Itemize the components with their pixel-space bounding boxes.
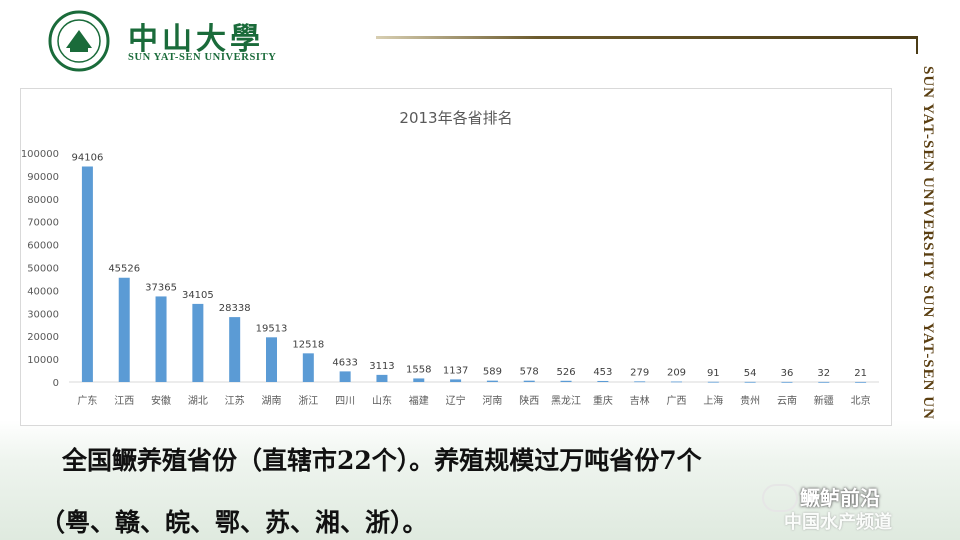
- x-tick-label: 云南: [777, 394, 797, 407]
- university-seal-icon: [48, 10, 110, 72]
- caption-line-2: （粤、赣、皖、鄂、苏、湘、浙）。: [40, 508, 428, 537]
- bar-云南: [781, 381, 793, 383]
- x-tick-label: 广东: [77, 394, 97, 407]
- bar-陕西: [523, 380, 535, 382]
- bar-上海: [707, 381, 719, 383]
- y-tick-label: 70000: [27, 218, 59, 229]
- x-tick-label: 河南: [482, 394, 502, 407]
- data-label: 54: [744, 368, 757, 379]
- x-tick-label: 陕西: [519, 394, 539, 407]
- data-label: 37365: [145, 282, 177, 293]
- university-subtitle: SUN YAT-SEN UNIVERSITY: [128, 52, 277, 63]
- y-tick-label: 40000: [27, 286, 59, 297]
- data-label: 209: [667, 368, 686, 379]
- data-label: 21: [854, 368, 867, 379]
- data-label: 279: [630, 367, 649, 378]
- university-name: 中山大學: [128, 22, 264, 57]
- bar-贵州: [744, 381, 756, 383]
- data-label: 34105: [182, 290, 214, 301]
- chart-panel: 2013年各省排名 0 10000 20000 30000 40000 50000 60000…: [20, 88, 892, 426]
- x-tick-label: 新疆: [814, 394, 834, 407]
- data-label: 1137: [443, 365, 468, 376]
- x-tick-label: 浙江: [298, 395, 318, 407]
- caption-line-1: 全国鳜养殖省份（直辖市22个）。养殖规模过万吨省份7个: [62, 446, 702, 475]
- x-tick-label: 福建: [409, 394, 429, 407]
- watermark: 鳜鲈前沿 中国水产频道: [762, 478, 952, 534]
- x-tick-label: 北京: [851, 394, 871, 407]
- watermark-subtext: 中国水产频道: [784, 512, 892, 533]
- bar-浙江: [302, 353, 314, 382]
- chart-title: 2013年各省排名: [399, 109, 512, 127]
- x-tick-label: 湖南: [262, 394, 282, 407]
- bar-广西: [671, 381, 682, 383]
- data-label: 526: [556, 367, 575, 378]
- background-band: [0, 420, 960, 540]
- bar-新疆: [818, 381, 830, 383]
- data-label: 45526: [108, 264, 140, 275]
- header-divider-end: [916, 36, 918, 54]
- y-tick-label: 20000: [27, 332, 59, 343]
- x-tick-label: 辽宁: [446, 394, 466, 407]
- bar-四川: [339, 371, 351, 382]
- x-tick-label: 四川: [335, 396, 355, 407]
- x-tick-label: 湖北: [188, 395, 208, 407]
- data-label: 12518: [292, 339, 324, 350]
- bar-山东: [376, 374, 388, 382]
- data-label: 94106: [72, 152, 104, 163]
- data-label: 589: [483, 367, 502, 378]
- data-label: 36: [781, 368, 794, 379]
- bar-辽宁: [450, 379, 462, 382]
- x-tick-label: 山东: [372, 394, 392, 407]
- data-label: 32: [817, 368, 830, 379]
- x-tick-label: 上海: [703, 394, 723, 407]
- watermark-text: 鳜鲈前沿: [800, 486, 880, 510]
- bar-北京: [855, 381, 867, 383]
- bar-重庆: [597, 380, 609, 382]
- data-label: 578: [520, 367, 539, 378]
- x-tick-label: 黑龙江: [551, 394, 581, 407]
- bar-吉林: [634, 381, 646, 383]
- wechat-icon: [762, 484, 798, 512]
- bar-福建: [413, 378, 425, 382]
- data-label: 19513: [256, 323, 288, 334]
- side-vertical-text: SUN YAT-SEN UNIVERSITY SUN YAT-SEN UNIVE…: [920, 66, 936, 501]
- data-label: 28338: [219, 303, 251, 314]
- header-divider: [376, 36, 916, 39]
- bar-安徽: [155, 296, 167, 382]
- x-tick-label: 广西: [667, 395, 687, 407]
- y-tick-label: 0: [53, 378, 59, 389]
- x-tick-label: 江西: [114, 395, 134, 407]
- x-tick-label: 贵州: [740, 394, 760, 407]
- x-tick-label: 江苏: [225, 394, 245, 407]
- bar-河南: [486, 380, 498, 382]
- bar-黑龙江: [560, 380, 572, 382]
- bar-湖北: [192, 303, 204, 382]
- y-tick-label: 60000: [27, 241, 59, 252]
- y-tick-label: 30000: [27, 309, 59, 320]
- y-tick-label: 90000: [27, 172, 59, 183]
- x-tick-label: 安徽: [151, 394, 171, 407]
- y-tick-label: 80000: [27, 195, 59, 206]
- data-label: 1558: [406, 364, 431, 375]
- data-label: 4633: [332, 357, 357, 368]
- bar-江西: [118, 277, 130, 382]
- data-label: 453: [593, 367, 612, 378]
- y-tick-label: 50000: [27, 264, 59, 275]
- data-label: 91: [707, 368, 720, 379]
- bar-湖南: [266, 337, 277, 382]
- bar-广东: [81, 166, 93, 382]
- x-tick-label: 吉林: [630, 394, 650, 407]
- slide-header: 中山大學 SUN YAT-SEN UNIVERSITY: [0, 0, 960, 80]
- data-label: 3113: [369, 361, 394, 372]
- x-tick-label: 重庆: [593, 394, 613, 407]
- bar-chart: 2013年各省排名 0 10000 20000 30000 40000 50000 60000…: [21, 109, 879, 407]
- y-tick-label: 10000: [27, 355, 59, 366]
- y-tick-label: 100000: [21, 149, 59, 160]
- bar-江苏: [229, 317, 241, 382]
